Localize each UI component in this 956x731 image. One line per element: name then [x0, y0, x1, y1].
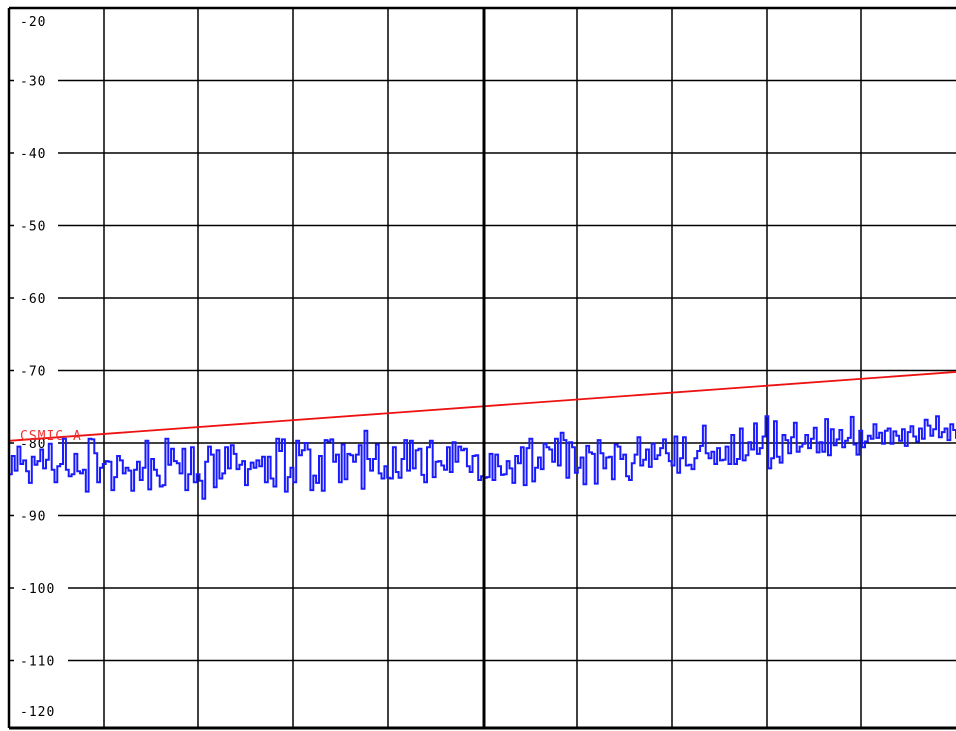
y-tick-labels: -20 -30 -40 -50 -60 -70 -80 -90 -100 -110 -120: [14, 15, 68, 731]
y-tick-label: -20: [20, 15, 46, 30]
tick-label-bg: [14, 216, 58, 233]
y-tick-label: -70: [20, 365, 46, 380]
y-tick-label: -100: [20, 582, 55, 597]
y-tick-label: -50: [20, 220, 46, 235]
y-tick-label: -80: [20, 437, 46, 452]
y-tick-label: -120: [20, 705, 55, 720]
tick-label-bg: [14, 361, 58, 378]
grid-vertical-lines: [103, 8, 862, 728]
tick-label-bg: [14, 506, 58, 523]
tick-label-bg: [14, 579, 68, 595]
limit-line-label: CSMIC-A: [20, 429, 82, 444]
y-tick-label: -90: [20, 510, 46, 525]
y-tick-label: -60: [20, 292, 46, 307]
tick-label-bg: [14, 289, 58, 305]
tick-label-bg: [14, 651, 68, 668]
y-tick-label: -40: [20, 147, 46, 162]
y-tick-label: -30: [20, 75, 46, 90]
tick-label-bg: [14, 144, 58, 160]
y-tick-label: -110: [20, 655, 55, 670]
tick-label-bg: [14, 71, 58, 88]
